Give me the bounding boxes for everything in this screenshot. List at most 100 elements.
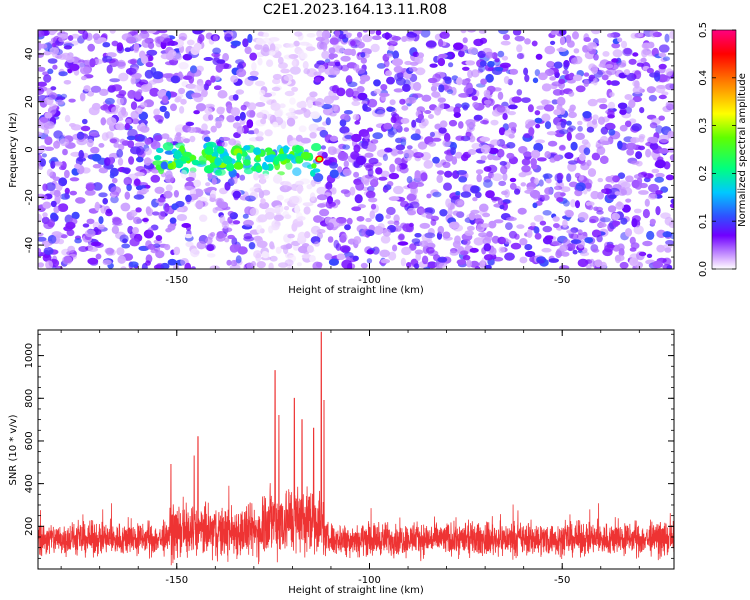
heatmap-cell — [403, 127, 410, 132]
heatmap-cell — [538, 179, 544, 187]
heatmap-cell — [473, 114, 483, 121]
heatmap-cell — [664, 247, 672, 253]
heatmap-cell — [457, 200, 464, 206]
heatmap-cell — [98, 143, 105, 148]
heatmap-cell — [491, 173, 503, 182]
heatmap-ticks: -150 -100 -50 40 20 0 -20 -40 — [24, 30, 674, 286]
heatmap-cell — [236, 152, 242, 161]
heatmap-cell — [355, 155, 366, 166]
heatmap-cell — [314, 241, 320, 247]
heatmap-cell — [548, 258, 559, 263]
heatmap-cell — [638, 190, 649, 195]
heatmap-cell — [328, 146, 334, 152]
heatmap-cell — [497, 197, 503, 206]
heatmap-cell — [442, 161, 451, 168]
heatmap-cell — [304, 231, 311, 239]
heatmap-cell — [559, 36, 566, 46]
heatmap-cell — [189, 135, 196, 143]
heatmap-cell — [425, 213, 433, 219]
heatmap-cell — [472, 197, 478, 202]
heatmap-cell — [316, 186, 328, 195]
heatmap-cell — [476, 173, 483, 183]
heatmap-cell — [200, 130, 211, 135]
heatmap-cell — [255, 216, 264, 223]
heatmap-cell — [553, 185, 563, 191]
heatmap-cell — [284, 206, 289, 211]
heatmap-cell — [624, 228, 633, 237]
heatmap-cell — [61, 255, 73, 265]
heatmap-cell — [484, 51, 494, 59]
heatmap-cell — [276, 194, 284, 201]
heatmap-cell — [153, 108, 161, 116]
heatmap-cell — [94, 201, 100, 211]
heatmap-cell — [336, 253, 346, 260]
heatmap-cell — [485, 190, 495, 199]
heatmap-cell — [273, 174, 283, 184]
heatmap-cell — [170, 75, 181, 84]
heatmap-cell — [455, 151, 463, 159]
heatmap-cell — [347, 81, 358, 88]
heatmap-cell — [543, 104, 555, 112]
heatmap-cell — [462, 66, 470, 71]
heatmap-cell — [406, 96, 417, 104]
heatmap-cell — [438, 53, 448, 59]
heatmap-cell — [438, 262, 448, 268]
heatmap-cell — [421, 255, 429, 265]
heatmap-cell — [63, 80, 72, 85]
heatmap-cell — [478, 232, 487, 238]
heatmap-cell — [45, 260, 53, 269]
heatmap-cell — [306, 184, 313, 190]
heatmap-cell — [42, 71, 50, 76]
heatmap-cell — [649, 218, 656, 225]
heatmap-cell — [482, 212, 491, 218]
heatmap-cell — [289, 140, 299, 146]
heatmap-cell — [102, 42, 111, 48]
heatmap-cell — [487, 60, 495, 68]
heatmap-cell — [524, 189, 534, 194]
heatmap-cell — [633, 70, 642, 80]
heatmap-cell — [541, 113, 551, 122]
heatmap-cell — [262, 92, 273, 98]
heatmap-cell — [580, 160, 586, 166]
heatmap-cell — [47, 219, 55, 228]
heatmap-cell — [352, 113, 360, 121]
heatmap-cell — [105, 131, 114, 139]
heatmap-cell — [495, 67, 504, 72]
heatmap-cell — [443, 76, 452, 81]
heatmap-cell — [497, 50, 505, 58]
heatmap-cell — [611, 212, 621, 221]
heatmap-cell — [254, 188, 263, 193]
heatmap-cell — [370, 179, 379, 188]
heatmap-cell — [580, 251, 590, 257]
heatmap-cell — [536, 259, 545, 264]
heatmap-cell — [406, 145, 413, 150]
heatmap-cell — [339, 245, 351, 253]
heatmap-cell — [283, 75, 293, 81]
heatmap-cell — [374, 109, 385, 115]
heatmap-cell — [392, 50, 400, 60]
heatmap-cell — [113, 142, 120, 148]
heatmap-cell — [646, 67, 655, 74]
heatmap-cell — [127, 128, 138, 139]
heatmap-cell — [97, 37, 107, 43]
heatmap-cell — [586, 159, 592, 167]
heatmap-cell — [367, 186, 375, 192]
heatmap-cell — [655, 159, 666, 169]
heatmap-cell — [539, 220, 547, 226]
heatmap-cell — [339, 235, 347, 243]
heatmap-cell — [382, 153, 388, 162]
heatmap-cell — [349, 186, 356, 196]
heatmap-cell — [100, 117, 107, 126]
heatmap-cell — [378, 176, 388, 181]
heatmap-cell — [623, 69, 631, 76]
heatmap-cell — [124, 191, 131, 200]
heatmap-cell — [573, 55, 583, 65]
heatmap-cell — [425, 246, 435, 254]
heatmap-cell — [175, 96, 182, 103]
heatmap-cell — [126, 211, 133, 217]
heatmap-cell — [285, 243, 293, 250]
heatmap-cell — [649, 142, 659, 150]
heatmap-cell — [483, 179, 493, 188]
heatmap-cell — [351, 206, 362, 212]
heatmap-cell — [127, 89, 137, 99]
